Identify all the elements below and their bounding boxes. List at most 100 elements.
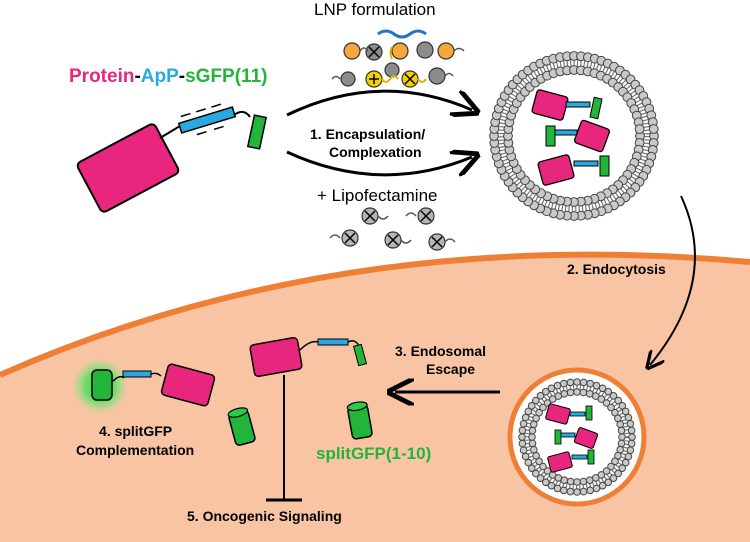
lipid-head xyxy=(598,481,607,490)
released-construct xyxy=(249,336,368,378)
lipid-head xyxy=(521,452,530,461)
lipid-head xyxy=(611,457,619,466)
lipofectamine-label: + Lipofectamine xyxy=(317,186,438,205)
step4-line1: 4. splitGFP xyxy=(99,423,172,439)
lipid-head xyxy=(592,381,601,390)
lipid-tails xyxy=(523,383,631,491)
lipid-head xyxy=(617,439,626,448)
lipid-head xyxy=(532,396,540,405)
lipid-head xyxy=(618,433,626,441)
lipid-head xyxy=(521,413,530,422)
lipid-head xyxy=(609,474,618,483)
lipid-head xyxy=(597,395,606,403)
liposome-cargo xyxy=(531,89,611,186)
app-linker xyxy=(177,106,237,134)
lipid-head xyxy=(519,446,528,455)
lipid-head xyxy=(519,420,528,428)
construct-title: Protein-ApP-sGFP(11) xyxy=(69,66,267,87)
encapsulation-arrow-top xyxy=(286,89,472,115)
lipid-head xyxy=(609,392,618,400)
lipid-head xyxy=(535,408,543,417)
lipid-head xyxy=(536,392,545,400)
splitgfp-barrel-left xyxy=(227,407,256,446)
endosome-cargo xyxy=(545,403,599,473)
cell-membrane xyxy=(0,251,750,378)
lipid-head xyxy=(616,420,625,429)
lipid-tails xyxy=(495,57,653,215)
lipid-head xyxy=(602,467,611,475)
lipid-head xyxy=(618,464,627,473)
endocytosis-arrow xyxy=(650,195,696,365)
lipid-head xyxy=(585,476,594,485)
lipid-head xyxy=(528,433,536,441)
lipid-head xyxy=(586,379,595,388)
step3-line2: Escape xyxy=(426,361,475,377)
title-sep2: - xyxy=(179,66,185,87)
splitgfp-barrel-right xyxy=(346,401,373,440)
lipid-head xyxy=(604,387,613,396)
lipid-head xyxy=(524,458,533,467)
lipid-head xyxy=(604,478,613,487)
lipid-head xyxy=(527,464,536,473)
lipid-head xyxy=(527,402,536,410)
lipid-head xyxy=(547,384,556,393)
lipid-head xyxy=(560,379,568,388)
lipid-head xyxy=(618,402,627,410)
lipid-head xyxy=(536,474,545,483)
lipid-head xyxy=(560,390,569,398)
lipid-head xyxy=(573,478,581,486)
lipid-head xyxy=(602,399,611,407)
lipid-head xyxy=(547,481,556,490)
lipid-head xyxy=(542,478,550,487)
lipid-head xyxy=(560,486,568,495)
lipid-head xyxy=(634,124,645,135)
protein-block xyxy=(76,123,180,213)
lipid-head xyxy=(566,388,575,397)
step3-line1: 3. Endosomal xyxy=(395,343,486,359)
lipid-head xyxy=(624,413,633,422)
lipid-head xyxy=(553,381,562,390)
protein-construct xyxy=(76,103,268,213)
encapsulation-arrow-bottom xyxy=(286,152,472,175)
lipid-head xyxy=(573,378,581,386)
lipofectamine-components xyxy=(329,207,456,251)
lnp-formulation-label: LNP formulation xyxy=(314,0,436,19)
lipid-head xyxy=(539,403,547,412)
title-protein: Protein xyxy=(69,66,134,87)
lipid-head xyxy=(528,426,537,435)
step4-line2: Complementation xyxy=(76,442,194,458)
lipid-head xyxy=(542,387,550,396)
lipid-head xyxy=(566,487,575,496)
lipid-head xyxy=(628,433,636,441)
endosome xyxy=(518,378,636,496)
step1-line1: 1. Encapsulation/ xyxy=(310,126,425,142)
step1-line2: Complexation xyxy=(329,144,422,160)
lipid-head xyxy=(621,458,630,467)
lipid-head xyxy=(528,439,537,448)
lipid-head xyxy=(566,378,575,387)
lipid-head xyxy=(621,407,630,416)
rna-strand xyxy=(377,29,427,39)
lipid-head xyxy=(626,420,635,428)
lipid-head xyxy=(530,445,538,454)
lipid-head xyxy=(579,487,588,496)
sgfp11-strand xyxy=(246,114,268,150)
splitgfp-1-10-label: splitGFP(1-10) xyxy=(316,444,431,463)
lipid-head xyxy=(579,388,588,397)
step5-label: 5. Oncogenic Signaling xyxy=(187,508,342,524)
step2-label: 2. Endocytosis xyxy=(567,261,666,277)
lipid-head xyxy=(532,469,540,478)
title-sep1: - xyxy=(134,66,140,87)
lipid-head xyxy=(586,486,595,495)
lipid-head xyxy=(566,477,575,486)
lipid-head xyxy=(624,452,633,461)
lipid-head xyxy=(579,477,588,486)
lipid-head xyxy=(524,407,533,416)
title-app: ApP xyxy=(141,66,179,87)
ionizable-lipid xyxy=(343,42,361,60)
lipid-head xyxy=(518,433,526,441)
lipid-head xyxy=(539,462,547,471)
lipid-head xyxy=(598,384,607,393)
lipid-head xyxy=(592,484,601,493)
